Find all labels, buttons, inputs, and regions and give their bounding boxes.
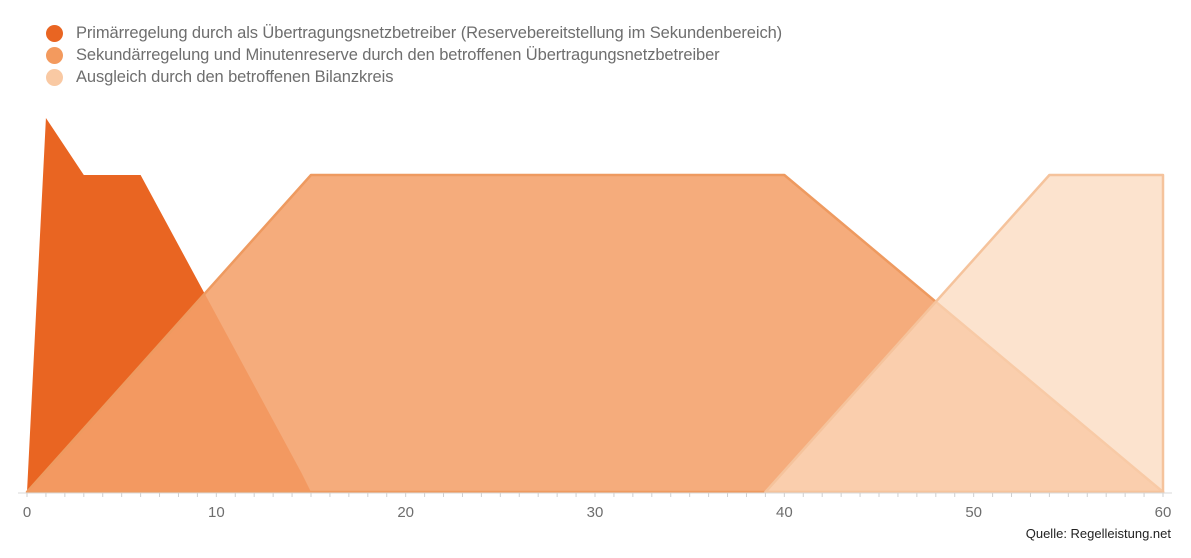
legend-dot-icon — [46, 46, 63, 64]
chart-areas — [25, 117, 1165, 494]
x-tick-label: 60 — [1155, 504, 1172, 521]
legend-label: Sekundärregelung und Minutenreserve durc… — [76, 45, 720, 64]
x-tick-label: 50 — [965, 504, 982, 521]
x-tick-label: 0 — [23, 504, 31, 521]
legend-item-tertiary: Ausgleich durch den betroffenen Bilanzkr… — [46, 66, 782, 88]
area-series-3 — [764, 173, 1165, 494]
legend-dot-icon — [46, 68, 63, 86]
legend-label: Primärregelung durch als Übertragungsnet… — [76, 23, 783, 42]
legend-item-secondary: Sekundärregelung und Minutenreserve durc… — [46, 44, 782, 66]
legend-item-primary: Primärregelung durch als Übertragungsnet… — [46, 22, 782, 44]
legend-dot-icon — [46, 24, 63, 42]
legend-label: Ausgleich durch den betroffenen Bilanzkr… — [76, 67, 394, 86]
chart-legend: Primärregelung durch als Übertragungsnet… — [46, 22, 782, 88]
x-axis: 0 10 20 30 40 50 60 — [18, 492, 1172, 521]
x-tick-label: 30 — [587, 504, 604, 521]
x-tick-label: 10 — [208, 504, 225, 521]
source-note: Quelle: Regelleistung.net — [1025, 526, 1171, 541]
x-tick-label: 40 — [776, 504, 793, 521]
x-tick-label: 20 — [397, 504, 414, 521]
